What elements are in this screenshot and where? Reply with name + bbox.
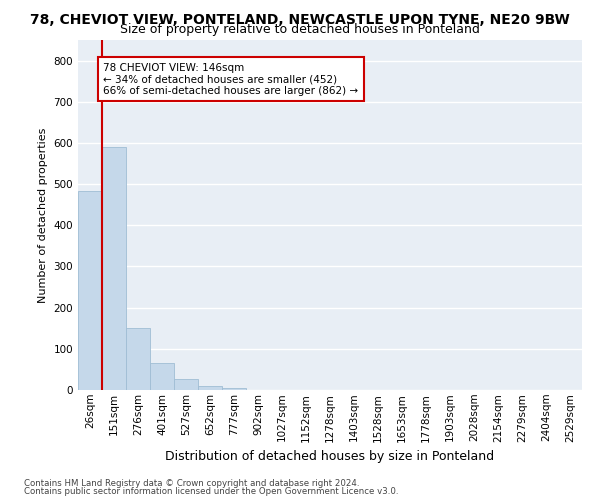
Text: Contains public sector information licensed under the Open Government Licence v3: Contains public sector information licen… (24, 487, 398, 496)
Text: Size of property relative to detached houses in Ponteland: Size of property relative to detached ho… (120, 22, 480, 36)
Bar (151, 363, 173, 390)
Bar (175, 379, 197, 390)
Bar (103, 146, 125, 390)
Text: 78, CHEVIOT VIEW, PONTELAND, NEWCASTLE UPON TYNE, NE20 9BW: 78, CHEVIOT VIEW, PONTELAND, NEWCASTLE U… (30, 12, 570, 26)
Bar (127, 328, 149, 390)
Text: 78 CHEVIOT VIEW: 146sqm
← 34% of detached houses are smaller (452)
66% of semi-d: 78 CHEVIOT VIEW: 146sqm ← 34% of detache… (103, 62, 358, 96)
Bar (79, 191, 101, 390)
Bar (199, 386, 221, 390)
Text: Contains HM Land Registry data © Crown copyright and database right 2024.: Contains HM Land Registry data © Crown c… (24, 478, 359, 488)
Bar (223, 388, 245, 390)
X-axis label: Distribution of detached houses by size in Ponteland: Distribution of detached houses by size … (166, 450, 494, 463)
Y-axis label: Number of detached properties: Number of detached properties (38, 128, 48, 302)
